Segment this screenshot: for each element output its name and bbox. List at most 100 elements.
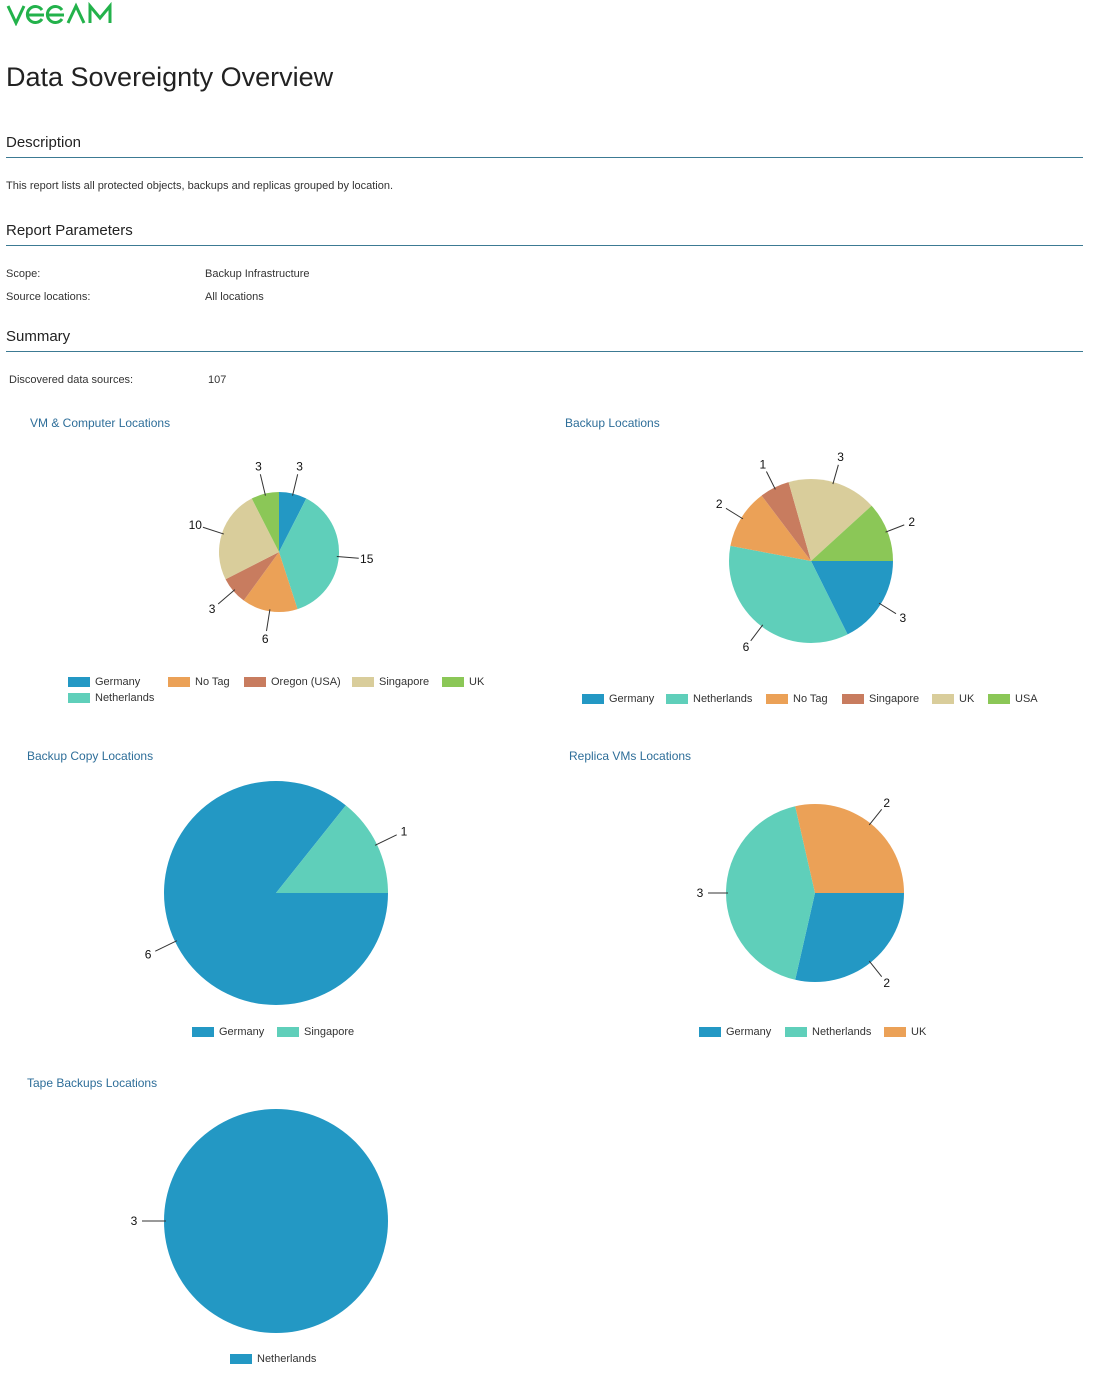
data-label-no-tag: 6 [262,632,269,646]
legend-label-no-tag: No Tag [793,693,828,705]
legend-label-netherlands: Netherlands [693,693,753,705]
legend-label-netherlands: Netherlands [257,1353,317,1365]
data-label-oregon-usa: 3 [209,602,216,616]
legend-label-germany: Germany [219,1026,265,1038]
pie-slice-uk [251,492,279,552]
data-label-singapore: 10 [189,518,203,532]
data-label-netherlands: 3 [697,886,704,900]
legend-swatch-oregon-usa [244,677,266,687]
legend-label-uk: UK [469,676,485,688]
legend-item-netherlands: Netherlands [230,1353,316,1365]
pie-slice-no-tag [730,495,811,561]
legend-label-singapore: Singapore [379,676,430,688]
legend-label-germany: Germany [726,1026,772,1038]
leader-line-germany [292,474,299,496]
legend-item-uk: UK [932,693,974,705]
data-label-germany: 3 [899,611,906,625]
description-text: This report lists all protected objects,… [6,180,394,192]
legend-swatch-singapore [842,694,864,704]
leader-line-germany [868,960,883,977]
description-heading: Description [6,134,1083,158]
data-label-uk: 2 [883,796,890,810]
legend-swatch-netherlands [785,1027,807,1037]
leader-line-uk [868,809,883,826]
legend-item-usa: USA [988,693,1038,705]
leader-line-singapore [374,834,397,846]
legend-swatch-usa [988,694,1010,704]
legend-swatch-netherlands [230,1354,252,1364]
legend-item-singapore: Singapore [842,693,919,705]
legend-swatch-no-tag [766,694,788,704]
legend-label-uk: UK [911,1026,927,1038]
pie-slice-singapore [761,482,811,561]
legend-swatch-uk [932,694,954,704]
leader-line-netherlands [750,624,764,642]
data-label-uk: 3 [837,450,844,464]
leader-line-uk [259,474,266,496]
pie-slice-uk [795,803,904,893]
pie-slice-no-tag [243,552,298,613]
pie-slice-netherlands [279,498,339,610]
legend-item-netherlands: Netherlands [666,693,752,705]
legend-item-uk: UK [884,1026,926,1038]
pie-slice-oregon-usa [225,552,279,601]
legend-item-no-tag: No Tag [766,693,828,705]
legend-label-singapore: Singapore [304,1026,355,1038]
leader-line-uk [832,464,839,485]
legend-item-singapore: Singapore [352,676,429,688]
legend-swatch-germany [699,1027,721,1037]
pie-slice-netherlands [726,806,815,980]
chart-title-backup-copy-locations: Backup Copy Locations [27,749,154,763]
chart-title-vm-computer-locations: VM & Computer Locations [30,416,171,430]
legend-label-netherlands: Netherlands [95,692,155,704]
pie-slice-germany [811,561,893,635]
chart-title-tape-backups-locations: Tape Backups Locations [27,1076,158,1090]
legend-item-netherlands: Netherlands [68,692,154,704]
legend-swatch-netherlands [68,693,90,703]
report-parameters-heading: Report Parameters [6,222,1083,246]
data-label-germany: 6 [145,948,152,962]
legend-swatch-uk [442,677,464,687]
legend-label-oregon-usa: Oregon (USA) [271,676,341,688]
data-label-usa: 2 [908,515,915,529]
data-label-no-tag: 2 [716,497,723,511]
data-label-germany: 2 [883,976,890,990]
leader-line-usa [885,524,905,533]
leader-line-singapore [765,471,776,490]
legend-label-singapore: Singapore [869,693,920,705]
legend-item-singapore: Singapore [277,1026,354,1038]
legend-label-usa: USA [1015,693,1038,705]
leader-line-no-tag [265,609,271,632]
leader-line-oregon-usa [217,589,236,605]
legend-label-germany: Germany [609,693,655,705]
data-label-netherlands: 3 [131,1214,138,1228]
legend-swatch-netherlands [666,694,688,704]
summary-heading: Summary [6,328,1083,352]
data-label-uk: 3 [255,459,262,473]
veeam-logo-icon [6,2,112,26]
legend-item-uk: UK [442,676,484,688]
leader-line-germany [878,602,897,615]
chart-title-backup-locations: Backup Locations [565,416,660,430]
pie-slice-germany [795,893,904,982]
discovered-value: 107 [208,374,227,386]
param-value-source-locations: All locations [205,291,264,303]
data-label-netherlands: 15 [360,552,374,566]
leader-line-germany [155,940,178,952]
legend-swatch-germany [68,677,90,687]
legend-label-no-tag: No Tag [195,676,230,688]
pie-slice-singapore [219,498,279,580]
legend-item-netherlands: Netherlands [785,1026,871,1038]
data-label-netherlands: 6 [743,640,750,654]
chart-title-replica-vms-locations: Replica VMs Locations [569,749,692,763]
param-value-scope: Backup Infrastructure [205,268,310,280]
legend-item-germany: Germany [582,693,654,705]
param-label-scope: Scope: [6,268,41,280]
legend-swatch-no-tag [168,677,190,687]
data-label-singapore: 1 [760,457,767,471]
